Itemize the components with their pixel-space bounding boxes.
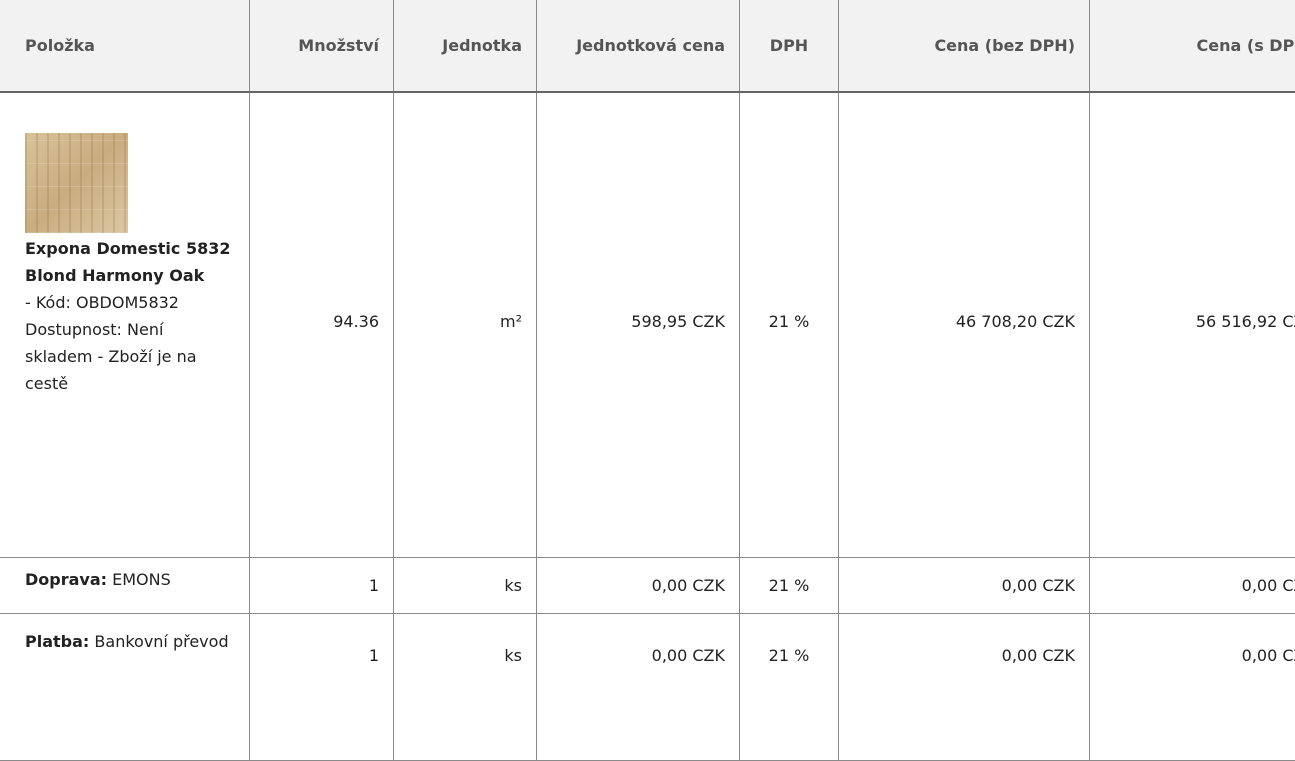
- item-value: Bankovní převod: [94, 632, 228, 651]
- row: Expona Domestic 5832 Blond Harmony Oak -…: [0, 92, 1295, 558]
- vat: 21 %: [740, 558, 839, 614]
- availability: Dostupnost: Není skladem - Zboží je na c…: [25, 316, 235, 397]
- price-without-vat: 0,00 CZK: [839, 614, 1090, 761]
- column-header: Cena (s DPH): [1090, 0, 1295, 92]
- column-header: Množství: [250, 0, 394, 92]
- column-header: Položka: [0, 0, 250, 92]
- row: Platba: Bankovní převod 1 ks 0,00 CZK 21…: [0, 614, 1295, 761]
- vat: 21 %: [740, 92, 839, 558]
- price-with-vat: 0,00 CZK: [1090, 614, 1295, 761]
- item-cell: Platba: Bankovní převod: [0, 614, 250, 761]
- quantity: 94.36: [250, 92, 394, 558]
- page: Objednávka {"header": {"columns": ["Polo…: [0, 0, 1295, 675]
- quantity: 1: [250, 614, 394, 761]
- item-cell: Doprava: EMONS: [0, 558, 250, 614]
- item-value: EMONS: [112, 570, 171, 589]
- table-body: Expona Domestic 5832 Blond Harmony Oak -…: [0, 92, 1295, 761]
- column-header: Jednotková cena: [537, 0, 740, 92]
- price-without-vat: 46 708,20 CZK: [839, 92, 1090, 558]
- unit: ks: [394, 558, 537, 614]
- body: Položka Množství Jednotka Jednotková cen…: [0, 0, 1295, 675]
- unit-price: 598,95 CZK: [537, 92, 740, 558]
- column-header: Cena (bez DPH): [839, 0, 1090, 92]
- unit: m²: [394, 92, 537, 558]
- unit: ks: [394, 614, 537, 761]
- product-image: [25, 133, 128, 233]
- row: Doprava: EMONS 1 ks 0,00 CZK 21 % 0,00 C…: [0, 558, 1295, 614]
- unit-price: 0,00 CZK: [537, 614, 740, 761]
- price-with-vat: 56 516,92 CZK: [1090, 92, 1295, 558]
- vat: 21 %: [740, 614, 839, 761]
- price-without-vat: 0,00 CZK: [839, 558, 1090, 614]
- column-header: Jednotka: [394, 0, 537, 92]
- quantity: 1: [250, 558, 394, 614]
- item-cell: Expona Domestic 5832 Blond Harmony Oak -…: [0, 92, 250, 558]
- item-label: Platba:: [25, 632, 89, 651]
- item-label: Doprava:: [25, 570, 107, 589]
- unit-price: 0,00 CZK: [537, 558, 740, 614]
- product-name: Expona Domestic 5832 Blond Harmony Oak: [25, 235, 235, 289]
- table-header: Položka Množství Jednotka Jednotková cen…: [0, 0, 1295, 92]
- product-code: - Kód: OBDOM5832: [25, 289, 235, 316]
- header-row: Položka Množství Jednotka Jednotková cen…: [0, 0, 1295, 92]
- column-header: DPH: [740, 0, 839, 92]
- price-with-vat: 0,00 CZK: [1090, 558, 1295, 614]
